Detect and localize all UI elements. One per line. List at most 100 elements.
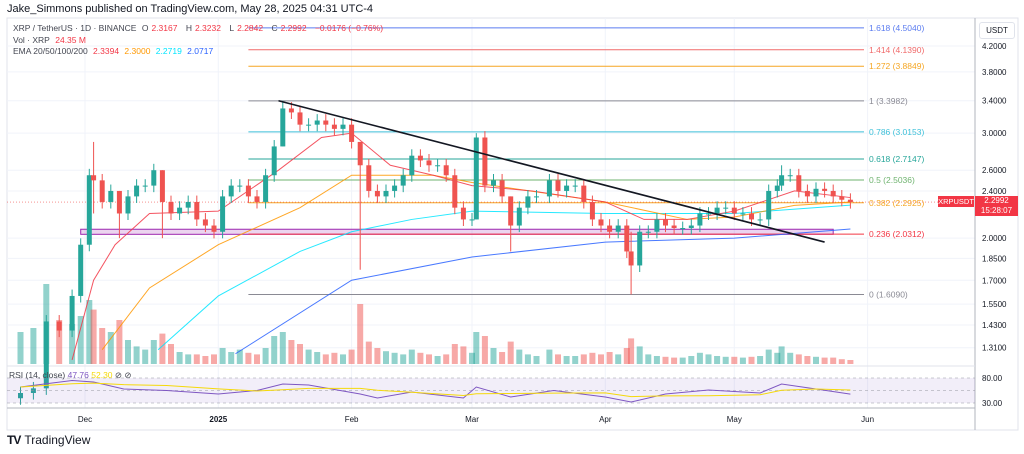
ema200-line — [235, 228, 851, 355]
candle-body — [443, 165, 449, 176]
candle-body — [473, 137, 479, 220]
volume-bar — [348, 349, 355, 364]
chart-frame — [6, 17, 1019, 431]
candle-body — [555, 180, 561, 191]
volume-bar — [589, 352, 596, 364]
time-tick-label: Apr — [599, 415, 612, 424]
candle-body — [237, 185, 243, 187]
candle-body — [159, 170, 165, 202]
ema100-value: 2.2719 — [155, 46, 182, 56]
volume-bar — [688, 356, 695, 364]
candle-body — [43, 321, 49, 389]
volume-bar — [219, 348, 226, 364]
candle-body — [86, 175, 92, 245]
candle-body — [177, 207, 183, 214]
volume-bar — [417, 352, 424, 364]
candle-body — [491, 180, 496, 186]
volume-bar — [391, 352, 398, 364]
candle-body — [847, 199, 853, 203]
candle-body — [426, 160, 432, 166]
candle-body — [314, 120, 320, 125]
volume-bar — [821, 357, 828, 364]
candle-body — [525, 196, 531, 208]
time-tick-label: May — [727, 415, 742, 424]
rsi-label[interactable]: RSI (14, close) — [9, 370, 66, 380]
candle-body — [546, 180, 552, 197]
symbol-name[interactable]: XRP / TetherUS · 1D · BINANCE — [13, 23, 137, 33]
volume-bar — [830, 357, 837, 364]
volume-bar — [451, 344, 458, 364]
candle-body — [663, 219, 668, 226]
candle-body — [839, 196, 845, 200]
last-price-tag: 2.2992 15:28:07 — [975, 196, 1018, 216]
time-tick-label: Mar — [465, 415, 479, 424]
volume-bar — [107, 332, 114, 364]
candle-body — [624, 225, 630, 252]
ema-label[interactable]: EMA 20/50/100/200 — [13, 46, 88, 56]
currency-button[interactable]: USDT — [979, 22, 1015, 39]
rsi-line — [20, 379, 851, 403]
bar-countdown: 15:28:07 — [980, 206, 1013, 215]
candle-body — [245, 185, 251, 197]
volume-bar — [159, 333, 166, 364]
rsi-ma-value: 52.30 — [91, 370, 113, 380]
volume-bar — [580, 354, 587, 364]
fib-level-label: 0 (1.6090) — [869, 290, 908, 300]
volume-bar — [739, 357, 746, 364]
price-tick-label: 2.6000 — [982, 166, 1007, 175]
candle-body — [392, 185, 398, 191]
open-value: 2.3167 — [151, 23, 178, 33]
price-tick-label: 3.4000 — [982, 97, 1007, 106]
rsi-ma-line — [20, 382, 851, 398]
volume-bar — [279, 332, 286, 364]
candle-body — [366, 165, 372, 191]
last-price: 2.2992 — [984, 196, 1009, 205]
candle-body — [697, 213, 703, 226]
volume-bar — [150, 340, 157, 364]
volume-bar — [679, 357, 686, 364]
candle-body — [254, 196, 260, 202]
volume-bar — [288, 340, 295, 364]
volume-bar — [56, 320, 63, 364]
volume-bar — [77, 316, 84, 364]
close-value: 2.2992 — [280, 23, 307, 33]
candle-body — [134, 185, 140, 197]
volume-bar — [804, 356, 811, 364]
volume-bar — [99, 328, 106, 364]
rsi-legend: RSI (14, close) 47.76 52.30 ⊘ ⊘ — [9, 370, 132, 381]
fib-level-label: 1.618 (4.5040) — [869, 23, 924, 33]
volume-label[interactable]: Vol · XRP — [13, 35, 50, 45]
candle-body — [740, 213, 746, 215]
candle-body — [220, 196, 226, 232]
time-tick-label: Feb — [345, 415, 359, 424]
candle-body — [168, 201, 174, 214]
ema100-line — [157, 204, 851, 351]
candle-body — [297, 112, 303, 125]
candle-body — [306, 124, 312, 126]
volume-bar — [116, 320, 123, 364]
candle-body — [288, 108, 294, 113]
candle-body — [211, 225, 217, 232]
ema20-line — [71, 132, 851, 361]
tradingview-logo[interactable]: TV TradingView — [7, 433, 91, 447]
hidden-icon[interactable]: ⊘ ⊘ — [114, 370, 132, 380]
candle-body — [331, 124, 337, 129]
volume-bar — [563, 356, 570, 364]
volume-bar — [262, 348, 269, 364]
fib-level-label: 0.236 (2.0312) — [869, 229, 924, 239]
fib-level-label: 0.786 (3.0153) — [869, 127, 924, 137]
candle-body — [714, 207, 720, 214]
volume-bar — [383, 351, 389, 364]
open-label: O — [141, 23, 149, 33]
candle-body — [78, 244, 84, 296]
candle-body — [757, 219, 763, 221]
candle-body — [340, 124, 346, 129]
volume-value: 24.35 M — [55, 35, 86, 45]
candle-body — [194, 201, 200, 220]
volume-bar — [245, 352, 252, 364]
candle-body — [323, 120, 329, 125]
candle-body — [774, 185, 780, 191]
volume-bar — [795, 354, 802, 364]
volume-bar — [142, 349, 149, 364]
